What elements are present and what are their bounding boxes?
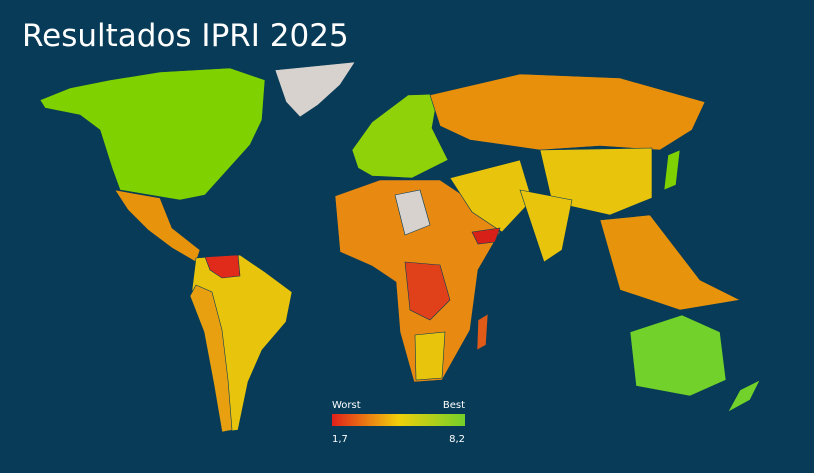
central-africa <box>404 261 451 321</box>
north-america <box>39 67 266 201</box>
southeast-asia <box>599 214 741 311</box>
legend-min: 1,7 <box>332 434 348 445</box>
india <box>519 189 573 263</box>
sahara-grey <box>394 189 431 236</box>
europe <box>351 93 449 179</box>
southern-africa <box>414 331 446 381</box>
south-america-west <box>189 284 233 433</box>
australia <box>629 314 727 397</box>
color-scale <box>332 414 465 426</box>
venezuela <box>204 254 241 279</box>
map-title: Resultados IPRI 2025 <box>22 18 349 54</box>
yemen <box>471 227 501 245</box>
china <box>539 147 653 216</box>
japan <box>663 149 681 191</box>
legend-max: 8,2 <box>449 434 465 445</box>
legend-high-label: Best <box>443 400 465 411</box>
middle-east <box>449 159 533 233</box>
russia <box>429 73 706 151</box>
world-map <box>39 61 761 433</box>
legend-low-label: Worst <box>332 400 361 411</box>
greenland <box>274 61 356 118</box>
new-zealand <box>727 379 761 413</box>
madagascar <box>476 313 489 351</box>
legend: Worst Best 1,7 8,2 <box>332 400 465 445</box>
